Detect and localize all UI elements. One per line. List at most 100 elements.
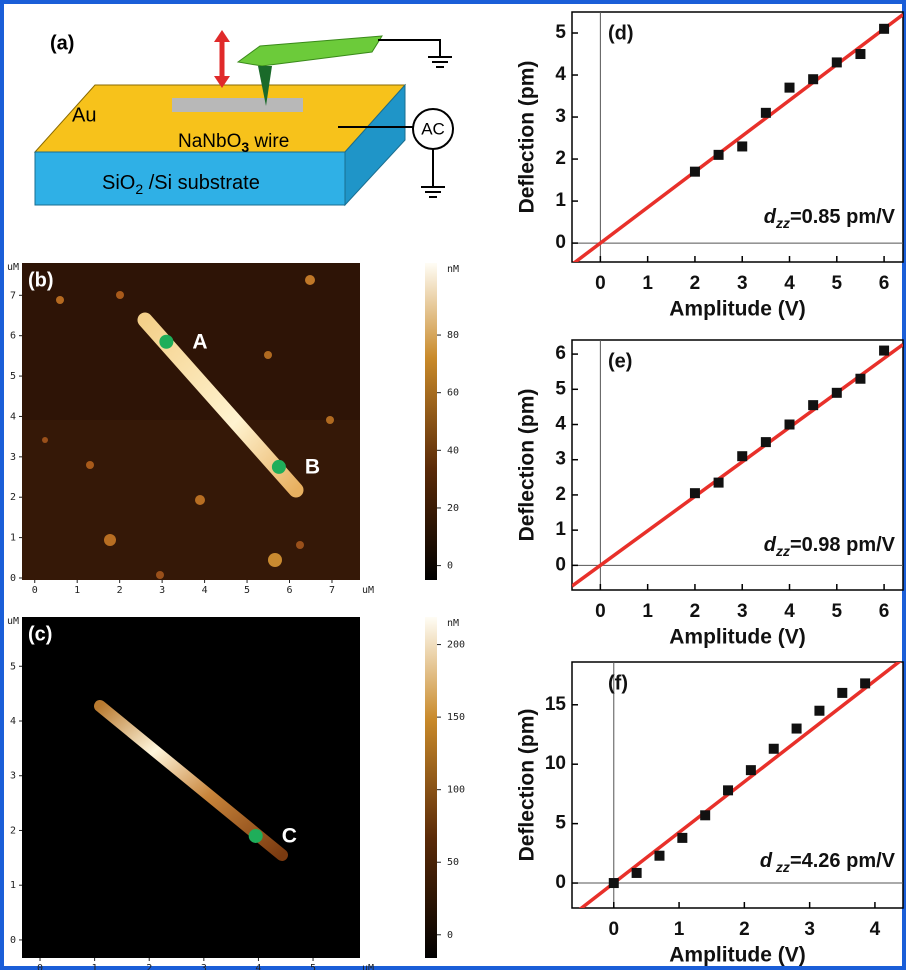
- x-tick-label: 6: [879, 273, 890, 294]
- y-tick-label: 5: [555, 22, 566, 43]
- data-point: [769, 744, 779, 754]
- x-tick-label: 5: [832, 601, 843, 622]
- y-tick-label: 4: [555, 414, 566, 435]
- y-tick-label: 1: [10, 880, 16, 891]
- data-point: [814, 706, 824, 716]
- x-unit: uM: [362, 585, 374, 596]
- x-axis-label: Amplitude (V): [669, 298, 806, 321]
- colorbar-unit: nM: [447, 618, 459, 629]
- data-point: [808, 74, 818, 84]
- afm-image: [22, 263, 360, 580]
- x-tick-label: 0: [595, 601, 606, 622]
- colorbar-tick-label: 60: [447, 388, 459, 399]
- annotation-symbol: d: [760, 850, 773, 872]
- x-tick-label: 1: [642, 601, 653, 622]
- x-tick-label: 7: [329, 585, 335, 596]
- y-tick-label: 5: [555, 378, 566, 399]
- y-tick-label: 3: [555, 449, 566, 470]
- data-point: [690, 167, 700, 177]
- x-tick-label: 0: [32, 585, 38, 596]
- x-tick-label: 3: [159, 585, 165, 596]
- y-tick-label: 6: [10, 331, 16, 342]
- data-point: [677, 833, 687, 843]
- panel-label: (e): [608, 350, 632, 372]
- colorbar: [425, 617, 437, 958]
- page: {"schematic": {"label": "(a)", "electrod…: [0, 0, 906, 970]
- colorbar-tick-label: 200: [447, 640, 465, 651]
- data-point: [785, 83, 795, 93]
- annotation-subscript: zz: [772, 859, 790, 875]
- x-tick-label: 3: [201, 963, 207, 970]
- data-point: [761, 108, 771, 118]
- data-point: [832, 57, 842, 67]
- data-point: [879, 346, 889, 356]
- y-tick-label: 4: [555, 64, 566, 85]
- colorbar: [425, 263, 437, 580]
- x-tick-label: 4: [255, 963, 261, 970]
- figure: (a) Au NaNbO3 wire AC SiO2 /Si substrate…: [0, 0, 906, 970]
- y-tick-label: 5: [10, 371, 16, 382]
- x-unit: uM: [362, 963, 374, 970]
- data-point: [860, 678, 870, 688]
- y-tick-label: 15: [545, 694, 567, 715]
- wire-label: NaNbO3 wire: [178, 131, 289, 155]
- data-point: [855, 49, 865, 59]
- colorbar-tick-label: 40: [447, 445, 459, 456]
- wire-suffix: wire: [249, 131, 289, 152]
- y-tick-label: 7: [10, 290, 16, 301]
- y-tick-label: 0: [10, 573, 16, 584]
- x-tick-label: 4: [870, 919, 881, 940]
- x-tick-label: 3: [737, 601, 748, 622]
- x-tick-label: 5: [244, 585, 250, 596]
- data-point: [879, 24, 889, 34]
- y-tick-label: 0: [555, 872, 566, 893]
- y-axis-label: Deflection (pm): [516, 389, 539, 542]
- point-marker: [272, 460, 286, 474]
- x-tick-label: 0: [37, 963, 43, 970]
- x-tick-label: 5: [832, 273, 843, 294]
- data-point: [808, 400, 818, 410]
- y-tick-label: 1: [10, 533, 16, 544]
- data-point: [737, 451, 747, 461]
- data-point: [609, 878, 619, 888]
- data-point: [832, 388, 842, 398]
- data-point: [761, 437, 771, 447]
- panel-label: (f): [608, 672, 628, 694]
- point-label: B: [305, 455, 320, 478]
- substrate-name: SiO: [102, 172, 135, 194]
- data-point: [792, 724, 802, 734]
- x-tick-label: 3: [804, 919, 815, 940]
- y-tick-label: 2: [10, 825, 16, 836]
- y-tick-label: 3: [555, 106, 566, 127]
- y-tick-label: 2: [10, 492, 16, 503]
- data-point: [837, 688, 847, 698]
- data-point: [723, 785, 733, 795]
- colorbar-tick-label: 50: [447, 857, 459, 868]
- y-tick-label: 5: [555, 813, 566, 834]
- annotation-text: =4.26 pm/V: [790, 850, 896, 872]
- wire-name: NaNbO: [178, 131, 241, 152]
- point-label: A: [192, 330, 207, 353]
- x-tick-label: 4: [784, 601, 795, 622]
- substrate-label: SiO2 /Si substrate: [102, 172, 260, 196]
- panel-label: (a): [50, 32, 74, 54]
- y-tick-label: 3: [10, 452, 16, 463]
- point-marker: [159, 335, 173, 349]
- panel-label: (d): [608, 22, 634, 44]
- x-tick-label: 2: [117, 585, 123, 596]
- panel-label: (b): [28, 269, 54, 291]
- y-tick-label: 3: [10, 771, 16, 782]
- y-tick-label: 2: [555, 148, 566, 169]
- colorbar-tick-label: 0: [447, 561, 453, 572]
- y-tick-label: 5: [10, 661, 16, 672]
- x-tick-label: 2: [690, 273, 701, 294]
- source-label: AC: [421, 119, 445, 138]
- data-point: [737, 141, 747, 151]
- annotation-symbol: d: [764, 534, 777, 556]
- x-tick-label: 0: [595, 273, 606, 294]
- x-tick-label: 2: [739, 919, 750, 940]
- x-tick-label: 2: [146, 963, 152, 970]
- data-point: [785, 420, 795, 430]
- data-point: [654, 851, 664, 861]
- y-tick-label: 0: [555, 232, 566, 253]
